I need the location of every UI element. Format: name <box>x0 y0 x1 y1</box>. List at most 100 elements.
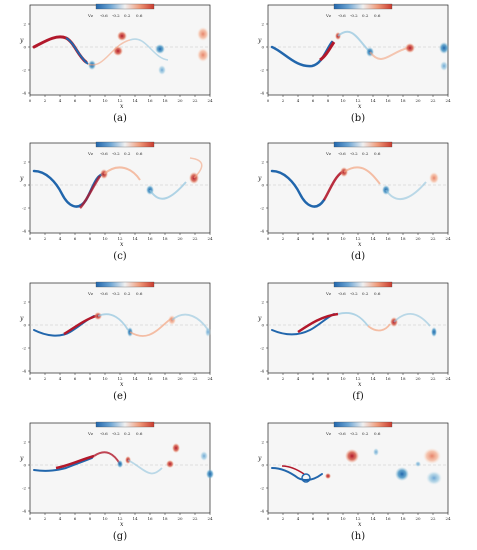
x-tick-label: 0 <box>267 516 270 521</box>
colorbar-tick: -0.6 <box>100 291 108 296</box>
subfigure-caption: (h) <box>350 531 366 542</box>
vortex-sheet <box>103 166 141 181</box>
vortex-sheet <box>149 181 187 200</box>
vortex-core <box>440 61 448 71</box>
colorbar-tick: 0.6 <box>136 431 143 436</box>
x-tick-label: 14 <box>370 376 376 381</box>
x-tick-label: 12 <box>117 516 123 521</box>
x-tick-label: 18 <box>400 516 406 521</box>
x-axis-label: x <box>120 103 124 110</box>
vorticity-plot: Vz -0.6 -0.2 0.2 0.6 0 2 4 6 8 10 12 14 16 18 20 22… <box>19 3 213 110</box>
y-tick-label: 0 <box>23 463 26 468</box>
x-tick-label: 22 <box>192 376 198 381</box>
vortex-sheet <box>171 313 209 331</box>
subfigure-caption: (g) <box>112 531 128 542</box>
vortex-core <box>197 27 209 41</box>
vortex-sheet <box>189 157 203 179</box>
y-tick-label: -2 <box>22 486 26 491</box>
vorticity-plot: Vz -0.6 -0.2 0.2 0.6 0 2 4 6 8 10 12 14 16 18 20 22… <box>19 421 214 528</box>
colorbar: Vz -0.6 -0.2 0.2 0.6 <box>87 421 155 436</box>
vortex-sheet <box>271 467 323 482</box>
x-tick-label: 4 <box>59 98 62 103</box>
colorbar: Vz -0.6 -0.2 0.2 0.6 <box>325 281 393 296</box>
y-tick-label: -4 <box>22 229 26 234</box>
x-tick-label: 16 <box>147 98 153 103</box>
flow-structures <box>270 30 449 71</box>
colorbar-tick: -0.6 <box>338 151 346 156</box>
colorbar-tick: 0.2 <box>362 151 369 156</box>
x-tick-label: 20 <box>415 516 421 521</box>
x-tick-label: 18 <box>400 376 406 381</box>
vortex-sheet <box>33 457 93 472</box>
colorbar-tick: -0.6 <box>100 151 108 156</box>
x-tick-label: 10 <box>102 516 108 521</box>
vortex-core <box>431 327 437 337</box>
vortex-sheet <box>343 166 381 185</box>
x-axis-ticks: 0 2 4 6 8 10 12 14 16 18 20 22 24 <box>29 95 213 103</box>
y-tick-label: -2 <box>260 346 264 351</box>
x-tick-label: 2 <box>282 516 285 521</box>
x-tick-label: 14 <box>132 98 138 103</box>
vortex-core <box>155 44 165 54</box>
x-axis-ticks: 0 2 4 6 8 10 12 14 16 18 20 22 24 <box>29 373 213 381</box>
subfigure-panel-3: Vz -0.6 -0.2 0.2 0.6 0 2 4 6 8 10 12 14 16 18 20 22… <box>0 138 220 250</box>
x-tick-label: 24 <box>207 516 213 521</box>
x-tick-label: 0 <box>267 376 270 381</box>
colorbar-tick: -0.2 <box>112 291 120 296</box>
x-tick-label: 18 <box>162 98 168 103</box>
vortex-sheet <box>97 313 129 331</box>
x-tick-label: 8 <box>89 98 92 103</box>
x-tick-label: 16 <box>385 516 391 521</box>
colorbar-tick: -0.2 <box>350 291 358 296</box>
x-axis-ticks: 0 2 4 6 8 10 12 14 16 18 20 22 24 <box>267 95 451 103</box>
vortex-core <box>172 443 180 453</box>
x-axis-ticks: 0 2 4 6 8 10 12 14 16 18 20 22 24 <box>29 513 213 521</box>
subfigure-panel-5: Vz -0.6 -0.2 0.2 0.6 0 2 4 6 8 10 12 14 16 18 20 22… <box>0 278 220 390</box>
vorticity-plot: Vz -0.6 -0.2 0.2 0.6 0 2 4 6 8 10 12 14 16 18 20 22… <box>257 281 451 388</box>
colorbar-tick: -0.6 <box>100 13 108 18</box>
x-axis-ticks: 0 2 4 6 8 10 12 14 16 18 20 22 24 <box>267 513 451 521</box>
colorbar: Vz -0.6 -0.2 0.2 0.6 <box>325 3 393 18</box>
y-tick-label: 0 <box>23 183 26 188</box>
vortex-core <box>113 46 123 56</box>
x-tick-label: 22 <box>430 98 436 103</box>
x-tick-label: 24 <box>207 376 213 381</box>
x-tick-label: 16 <box>147 376 153 381</box>
colorbar: Vz -0.6 -0.2 0.2 0.6 <box>87 281 155 296</box>
colorbar-label: Vz <box>87 431 93 436</box>
x-tick-label: 24 <box>445 236 451 241</box>
y-axis-ticks: 2 0 -2 -4 <box>260 160 268 234</box>
vortex-sheet <box>63 314 97 336</box>
x-tick-label: 2 <box>282 376 285 381</box>
y-axis-label: y <box>257 315 262 322</box>
y-axis-label: y <box>19 315 24 322</box>
x-tick-label: 10 <box>340 516 346 521</box>
x-tick-label: 4 <box>59 376 62 381</box>
x-tick-label: 2 <box>44 236 47 241</box>
x-tick-label: 6 <box>312 516 315 521</box>
y-axis-ticks: 2 0 -2 -4 <box>260 22 268 96</box>
x-tick-label: 4 <box>297 376 300 381</box>
x-tick-label: 8 <box>327 376 330 381</box>
vortex-sheet <box>271 313 335 336</box>
x-tick-label: 18 <box>162 236 168 241</box>
plot-area <box>267 4 449 96</box>
colorbar-tick: -0.2 <box>350 151 358 156</box>
y-axis-label: y <box>257 455 262 462</box>
x-tick-label: 0 <box>29 98 32 103</box>
colorbar-tick: 0.2 <box>362 291 369 296</box>
x-tick-label: 10 <box>102 236 108 241</box>
vortex-sheet <box>87 39 131 66</box>
y-tick-label: -2 <box>22 206 26 211</box>
x-tick-label: 10 <box>340 98 346 103</box>
vortex-core <box>301 473 311 483</box>
vortex-core <box>206 469 214 479</box>
vortex-sheet <box>281 465 305 475</box>
x-tick-label: 22 <box>430 376 436 381</box>
vortex-sheet <box>367 323 391 332</box>
colorbar-label: Vz <box>325 431 331 436</box>
x-tick-label: 6 <box>312 376 315 381</box>
colorbar-label: Vz <box>325 151 331 156</box>
colorbar-label: Vz <box>325 13 331 18</box>
x-tick-label: 22 <box>192 516 198 521</box>
